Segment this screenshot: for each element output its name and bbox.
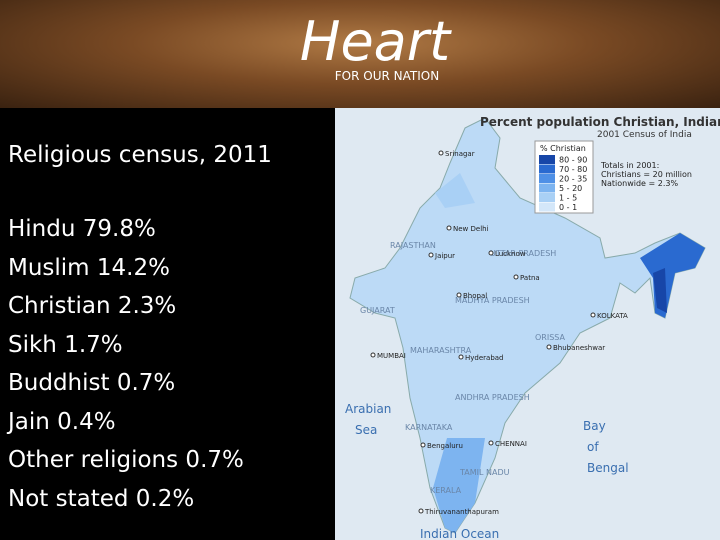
map-title: Percent population Christian, Indian sta… [480,115,720,129]
legend-label: 1 - 5 [559,194,577,203]
map-note: Totals in 2001: [600,161,659,170]
state-label: ORISSA [535,333,566,342]
legend-label: 5 - 20 [559,184,582,193]
sea-label: Sea [355,423,377,437]
city-dot [590,312,596,318]
city-dot [446,225,452,231]
legend-swatch [539,174,555,183]
sea-label: Bengal [587,461,629,475]
city-dot [420,442,426,448]
state-label: RAJASTHAN [390,241,436,250]
state-label: GUJARAT [360,306,395,315]
city-dot [458,354,464,360]
city-label: Patna [520,274,540,282]
legend-label: 20 - 35 [559,175,587,184]
sea-label: of [587,440,599,454]
tagline: FOR OUR NATION [335,69,439,83]
city-dot [438,150,444,156]
map-subtitle: 2001 Census of India [597,130,692,140]
legend-label: 80 - 90 [559,156,587,165]
india-shape [349,117,706,534]
list-item: Jain 0.4% [8,408,116,435]
list-item: Buddhist 0.7% [8,370,176,396]
panel-title: Religious census, 2011 [8,142,272,168]
map-note: Nationwide = 2.3% [601,179,678,188]
city-label: KOLKATA [597,312,628,320]
logo-text: Heart [300,10,452,73]
map: Percent population Christian, Indian sta… [335,108,720,540]
city-dot [370,352,376,358]
header: Heart FOR OUR NATION [0,0,720,108]
state-label: ANDHRA PRADESH [455,393,530,402]
city-label: Srinagar [445,150,475,158]
list-item: Hindu 79.8% [8,216,156,242]
legend-label: 70 - 80 [559,165,587,174]
city-label: Bhubaneshwar [553,344,605,352]
list-item: Not stated 0.2% [8,485,195,512]
list-item: Other religions 0.7% [8,447,244,473]
sea-label: Indian Ocean [420,527,499,540]
city-label: Bengaluru [427,442,463,450]
region-mizoram [653,268,667,313]
region-north [435,173,475,208]
state-label: KERALA [430,486,462,495]
city-label: Thiruvananthapuram [424,508,499,516]
state-label: MADHYA PRADESH [455,296,530,305]
city-label: Jaipur [434,252,455,260]
city-dot [428,252,434,258]
legend-swatch [539,164,555,174]
state-label: TAMIL NADU [459,468,510,477]
city-dot [546,344,552,350]
logo: Heart FOR OUR NATION [300,10,452,83]
region-south [433,438,485,533]
legend-swatch [539,202,555,212]
list-item: Muslim 14.2% [8,254,170,281]
city-label: MUMBAI [377,352,406,360]
city-dot [513,274,519,280]
city-label: CHENNAI [495,440,527,448]
legend-swatch [539,155,555,164]
city-dot [488,440,494,446]
legend-swatch [539,193,555,202]
state-label: KARNATAKA [405,423,453,432]
state-label: MAHARASHTRA [410,346,472,355]
city-label: Hyderabad [465,354,504,362]
sea-label: Bay [583,419,606,433]
legend-title: % Christian [540,144,586,153]
sea-label: Arabian [345,402,391,416]
map-note: Christians = 20 million [601,170,692,179]
city-dot [456,292,462,298]
legend-label: 0 - 1 [559,203,577,212]
legend-swatch [539,183,555,193]
list-item: Christian 2.3% [8,293,177,319]
state-label: UTTAR PRADESH [490,249,556,258]
list-item: Sikh 1.7% [8,331,123,358]
city-label: Bhopal [463,292,487,300]
city-dot [418,508,424,514]
city-label: New Delhi [453,225,489,233]
text-panel: Religious census, 2011 Hindu 79.8% Muslim… [0,108,335,540]
city-label: Lucknow [495,250,526,258]
city-dot [488,250,494,256]
